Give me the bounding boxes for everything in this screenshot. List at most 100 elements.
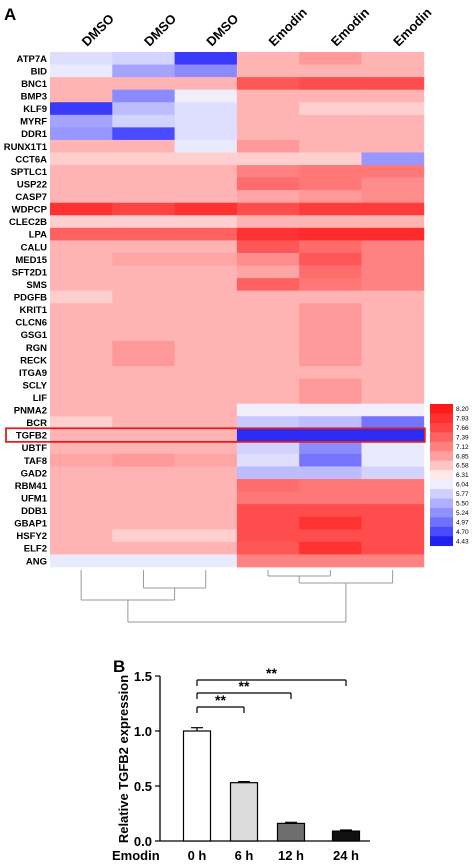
heatmap-cell [50, 378, 113, 392]
heatmap-cell [299, 554, 362, 568]
heatmap-row-label: DDR1 [21, 129, 48, 140]
heatmap-cell [299, 127, 362, 141]
heatmap-cell [112, 479, 175, 492]
heatmap-cell [236, 403, 300, 417]
heatmap-cell [50, 328, 113, 342]
heatmap-cell [361, 290, 425, 304]
heatmap-cell [299, 541, 362, 555]
heatmap-row-label: DDB1 [21, 506, 48, 517]
heatmap-cell [236, 240, 300, 254]
heatmap-column-label: DMSO [79, 11, 117, 49]
heatmap-cell [299, 504, 362, 518]
heatmap-row-label: ELF2 [24, 544, 47, 555]
heatmap-cell [236, 391, 300, 405]
heatmap-cell [236, 152, 300, 166]
heatmap-row-label: SMS [26, 280, 47, 291]
heatmap-row-label: RECK [20, 355, 47, 366]
heatmap-cell [361, 479, 425, 492]
x-tick-label: 0 h [188, 848, 207, 863]
heatmap-row-label: LIF [33, 393, 47, 404]
heatmap-cell [50, 303, 113, 317]
heatmap-cell [361, 529, 425, 543]
heatmap-cell [299, 403, 362, 417]
heatmap-cell [299, 378, 362, 392]
heatmap-cell [50, 366, 113, 379]
heatmap-cell [174, 227, 238, 241]
color-scale-swatch [430, 451, 453, 461]
heatmap-cell [361, 441, 425, 455]
heatmap-cell [174, 466, 238, 480]
heatmap-cell [112, 391, 175, 405]
color-scale-tick: 6.31 [456, 472, 469, 479]
heatmap-row-label: KLF9 [23, 104, 47, 115]
heatmap-cell [299, 416, 362, 430]
heatmap-row-label: BID [31, 66, 48, 77]
heatmap-cell [299, 265, 362, 279]
heatmap-cell [174, 428, 238, 442]
heatmap-row-label: BMP3 [21, 92, 47, 103]
heatmap-cell [112, 340, 175, 354]
heatmap-cell [236, 541, 300, 555]
heatmap-cell [361, 202, 425, 216]
heatmap-cell [174, 378, 238, 392]
heatmap-cell [174, 391, 238, 405]
heatmap-row-label: GSG1 [21, 330, 48, 341]
color-scale-tick: 4.43 [456, 538, 469, 545]
heatmap-row-label: PDGFB [14, 293, 47, 304]
heatmap-cell [236, 215, 300, 229]
heatmap-cell [112, 265, 175, 279]
heatmap-cell [299, 202, 362, 216]
heatmap-row-label: CLCN6 [15, 318, 47, 329]
heatmap-cell [361, 114, 425, 128]
heatmap-cell [361, 315, 425, 329]
color-scale-swatch [430, 507, 453, 518]
heatmap-cell [50, 227, 113, 241]
heatmap-cell [361, 541, 425, 555]
heatmap-cell [50, 265, 113, 279]
heatmap-cell [361, 89, 425, 103]
bar [182, 730, 212, 842]
color-scale-swatch [430, 404, 453, 414]
heatmap-cell [50, 541, 113, 555]
heatmap-cell [361, 554, 425, 568]
color-scale-tick: 7.39 [456, 434, 469, 441]
heatmap-row-label: UFM1 [21, 493, 48, 504]
heatmap-cell [361, 64, 425, 78]
heatmap-cell [236, 89, 300, 103]
heatmap-cell [174, 441, 238, 455]
heatmap-row-label: SPTLC1 [11, 167, 48, 178]
heatmap-row-label: ITGA9 [19, 368, 47, 379]
heatmap-cell [361, 152, 425, 166]
heatmap-cell [361, 328, 425, 342]
heatmap-cell [361, 366, 425, 379]
color-scale-legend: 8.20 7.93 7.66 7.39 7.12 6.85 6.58 6.31 6.04 5.77… [430, 404, 469, 547]
heatmap-cell [112, 77, 175, 91]
heatmap-cell [50, 491, 113, 505]
heatmap-cell [174, 491, 238, 505]
heatmap-cell [174, 102, 238, 116]
heatmap-cell [361, 240, 425, 254]
heatmap-cell [236, 252, 300, 266]
heatmap-cell [236, 491, 300, 505]
bar [229, 782, 259, 842]
heatmap-cell [174, 215, 238, 229]
heatmap-cell [112, 466, 175, 480]
heatmap-cell [174, 366, 238, 379]
heatmap-row-label: SFT2D1 [12, 267, 48, 278]
heatmap-cell [50, 391, 113, 405]
heatmap-column-label: DMSO [141, 11, 179, 49]
heatmap-cell [361, 453, 425, 467]
heatmap-cell [174, 52, 238, 65]
heatmap-cell [236, 328, 300, 342]
heatmap-cell [174, 554, 238, 568]
heatmap-cell [236, 265, 300, 279]
heatmap-cell [112, 491, 175, 505]
heatmap-cell [236, 202, 300, 216]
significance-label: ** [215, 692, 226, 708]
heatmap-row-label: WDPCP [12, 205, 48, 216]
heatmap-cell [299, 466, 362, 480]
heatmap-cell [112, 152, 175, 166]
heatmap-cell [174, 177, 238, 191]
heatmap-cell [50, 416, 113, 430]
